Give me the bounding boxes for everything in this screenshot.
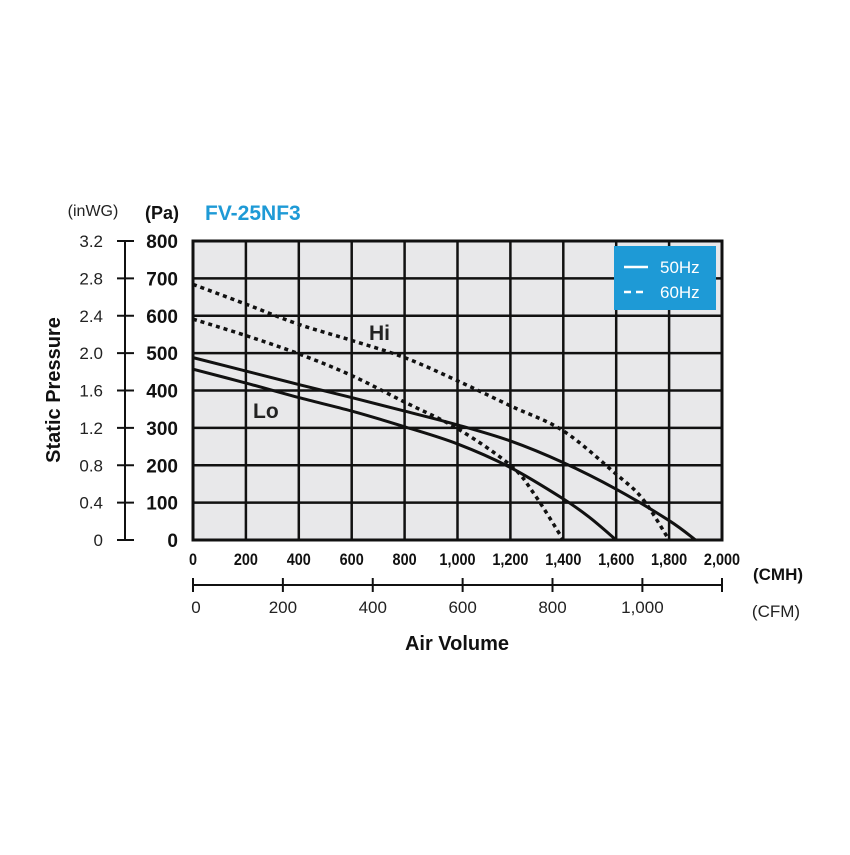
x-tick-label: 200 [234, 551, 258, 569]
y-unit-secondary: (inWG) [68, 203, 119, 220]
annotation-lo: Lo [253, 400, 279, 423]
x-tick-label: 1,600 [598, 551, 634, 569]
y-tick-label: 100 [146, 494, 178, 515]
y-tick-label-secondary: 3.2 [79, 232, 103, 251]
y-tick-label: 700 [146, 269, 178, 290]
y-tick-label: 200 [146, 456, 178, 477]
x-tick-label: 400 [287, 551, 311, 569]
x-tick-label-secondary: 200 [269, 598, 297, 617]
legend-box [614, 246, 716, 310]
legend-label-60hz: 60Hz [660, 283, 700, 302]
y-tick-label: 600 [146, 307, 178, 328]
y-tick-label: 400 [146, 382, 178, 403]
y-tick-label: 500 [146, 344, 178, 365]
x-unit-secondary: (CFM) [752, 602, 800, 621]
y-tick-label-secondary: 2.4 [79, 307, 103, 326]
x-tick-label: 1,200 [492, 551, 528, 569]
x-tick-label: 0 [189, 551, 197, 569]
legend-label-50hz: 50Hz [660, 258, 700, 277]
y-tick-label: 300 [146, 419, 178, 440]
curve-60hz-lo [192, 317, 565, 541]
y-tick-label: 800 [146, 232, 178, 253]
x-unit-primary: (CMH) [753, 565, 803, 584]
x-tick-label-secondary: 400 [359, 598, 387, 617]
legend: 50Hz 60Hz [614, 246, 716, 310]
curve-50hz-hi [192, 356, 697, 542]
y-unit-primary: (Pa) [145, 203, 179, 223]
chart-title: FV-25NF3 [205, 202, 301, 225]
y-tick-label: 0 [167, 531, 178, 552]
x-tick-label: 800 [393, 551, 417, 569]
y-tick-label-secondary: 0.4 [79, 494, 103, 513]
annotation-hi: Hi [369, 322, 390, 345]
x-axis-label: Air Volume [405, 633, 509, 655]
y-tick-label-secondary: 0.8 [79, 456, 103, 475]
y-tick-label-secondary: 0 [94, 531, 103, 550]
y-tick-label-secondary: 2.0 [79, 344, 103, 363]
x-tick-label-secondary: 0 [191, 598, 200, 617]
x-tick-label: 2,000 [704, 551, 740, 569]
x-tick-label: 1,000 [439, 551, 475, 569]
x-tick-label: 600 [340, 551, 364, 569]
y-tick-label-secondary: 2.8 [79, 269, 103, 288]
x-tick-label-secondary: 600 [448, 598, 476, 617]
y-tick-label-secondary: 1.6 [79, 382, 103, 401]
x-tick-label: 1,400 [545, 551, 581, 569]
x-tick-label: 1,800 [651, 551, 687, 569]
x-tick-label-secondary: 1,000 [621, 598, 664, 617]
y-axis-label: Static Pressure [43, 317, 65, 463]
curve-50hz-lo [192, 367, 618, 542]
y-tick-label-secondary: 1.2 [79, 419, 103, 438]
x-tick-label-secondary: 800 [538, 598, 566, 617]
curve-60hz-hi [192, 282, 671, 541]
